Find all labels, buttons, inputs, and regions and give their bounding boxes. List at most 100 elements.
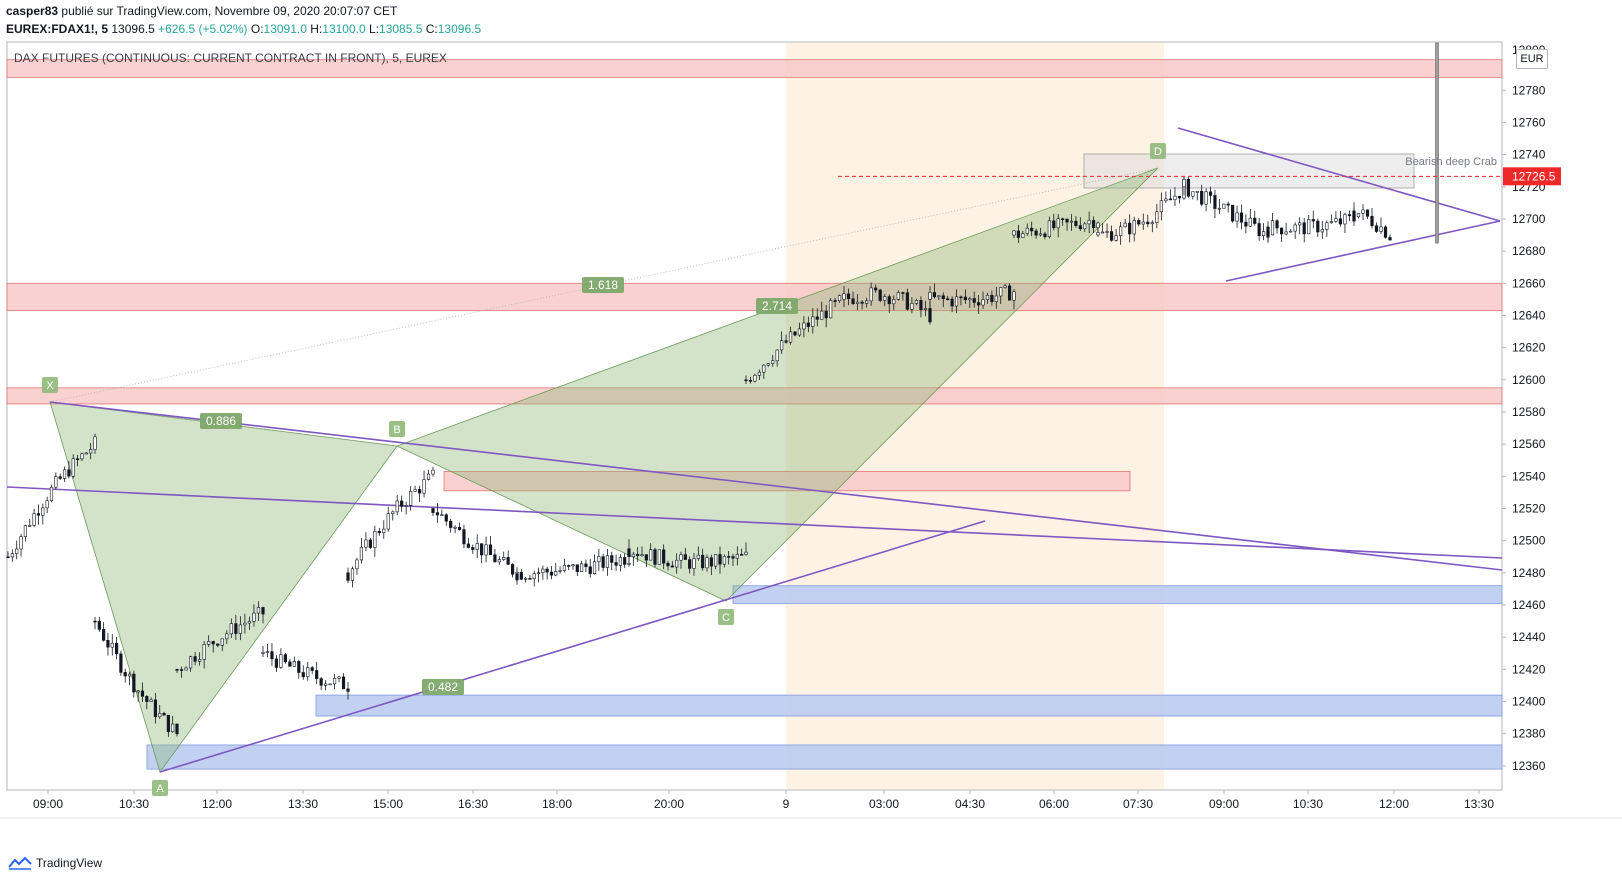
candle-body — [1012, 230, 1016, 236]
candle-body — [833, 300, 837, 302]
candle-body — [1248, 217, 1252, 227]
candle-body — [341, 676, 346, 690]
candle-body — [93, 620, 97, 623]
brand-label: TradingView — [36, 856, 103, 870]
y-tick-label: 12540 — [1512, 469, 1546, 483]
candle-body — [373, 531, 377, 548]
candle-body — [493, 554, 497, 563]
close-label: C: — [425, 22, 438, 36]
x-tick-label: 06:00 — [1039, 797, 1069, 811]
candle-body — [1146, 221, 1150, 225]
candle-body — [985, 294, 990, 300]
open-value: 13091.0 — [263, 22, 307, 36]
candle-body — [10, 553, 14, 558]
candle-body — [1200, 190, 1204, 205]
candle-body — [261, 607, 265, 615]
ratio-label: 0.482 — [428, 680, 458, 694]
y-tick-label: 12440 — [1512, 630, 1546, 644]
y-tick-label: 12560 — [1512, 437, 1546, 451]
candle-body — [683, 554, 687, 560]
candle-body — [1307, 219, 1311, 235]
candle-body — [670, 565, 674, 568]
candle-body — [1302, 222, 1306, 235]
candle-body — [413, 489, 417, 492]
candle-body — [76, 458, 80, 461]
candle-body — [946, 298, 950, 301]
candle-body — [488, 544, 493, 556]
candle-body — [963, 296, 967, 301]
candle-body — [368, 539, 372, 548]
footer-brand[interactable]: TradingView — [8, 856, 102, 870]
pattern-point-c-badge — [718, 609, 734, 625]
candle-body — [292, 661, 296, 667]
y-tick-label: 12640 — [1512, 308, 1546, 322]
candle-body — [1069, 220, 1074, 223]
candle-body — [175, 669, 179, 671]
candle-body — [480, 543, 484, 556]
candle-body — [54, 476, 58, 488]
candle-body — [84, 452, 88, 455]
price-chart[interactable]: X A B C D 0.886 0.482 1.618 2.714 Bearish deep Cr… — [0, 0, 1622, 850]
candle-body — [1388, 237, 1392, 241]
candle-body — [510, 564, 515, 575]
candle-body — [910, 303, 914, 310]
candle-body — [265, 651, 270, 653]
resistance-zone — [6, 59, 1503, 78]
tradingview-logo-icon — [8, 856, 32, 870]
candle-body — [1298, 222, 1302, 226]
candle-body — [127, 673, 132, 677]
x-tick-label: 12:00 — [1379, 797, 1409, 811]
candle-body — [1347, 214, 1352, 217]
y-tick-label: 12780 — [1512, 83, 1546, 97]
author-name[interactable]: casper83 — [6, 4, 59, 18]
candle-body — [994, 295, 998, 302]
candle-body — [1270, 220, 1275, 236]
candle-body — [355, 559, 359, 570]
candle-body — [705, 557, 709, 569]
candle-body — [1038, 233, 1043, 236]
candle-body — [1155, 211, 1159, 223]
current-price-tag-label: 12726.5 — [1512, 169, 1556, 183]
x-tick-label: 10:30 — [119, 797, 149, 811]
candle-body — [422, 479, 426, 494]
candle-body — [1257, 223, 1261, 236]
candle-body — [1352, 210, 1356, 218]
candle-body — [1266, 226, 1270, 236]
candle-body — [575, 564, 579, 572]
candle-body — [610, 555, 614, 563]
candle-body — [662, 549, 666, 564]
candle-body — [1003, 285, 1007, 288]
candle-body — [614, 562, 618, 566]
candle-body — [1370, 215, 1374, 226]
candle-body — [727, 556, 731, 558]
candle-body — [106, 640, 110, 648]
candle-body — [771, 360, 775, 364]
candle-body — [748, 380, 753, 382]
candle-body — [883, 296, 887, 301]
candle-body — [1137, 220, 1141, 225]
pattern-point-b-label: B — [393, 424, 400, 436]
y-tick-label: 12500 — [1512, 534, 1546, 548]
candle-body — [270, 651, 274, 660]
candle-body — [1186, 179, 1191, 197]
high-label: H: — [310, 22, 323, 36]
y-tick-label: 12520 — [1512, 501, 1546, 515]
candle-body — [528, 577, 532, 580]
crab-target-box — [1083, 153, 1415, 189]
candle-body — [688, 559, 692, 569]
candle-body — [153, 699, 158, 718]
candle-body — [346, 688, 350, 692]
candle-body — [874, 287, 878, 291]
pattern-name-label: Bearish deep Crab — [1405, 156, 1497, 168]
resistance-zone — [6, 282, 1503, 312]
candle-body — [158, 713, 162, 718]
candle-body — [435, 512, 440, 516]
candle-body — [58, 476, 62, 479]
candle-body — [802, 322, 806, 330]
candle-body — [1096, 222, 1100, 229]
candle-body — [506, 557, 510, 565]
y-tick-label: 12600 — [1512, 373, 1546, 387]
candle-body — [283, 654, 287, 663]
currency-button[interactable]: EUR — [1516, 49, 1548, 69]
ratio-label: 1.618 — [588, 278, 618, 292]
